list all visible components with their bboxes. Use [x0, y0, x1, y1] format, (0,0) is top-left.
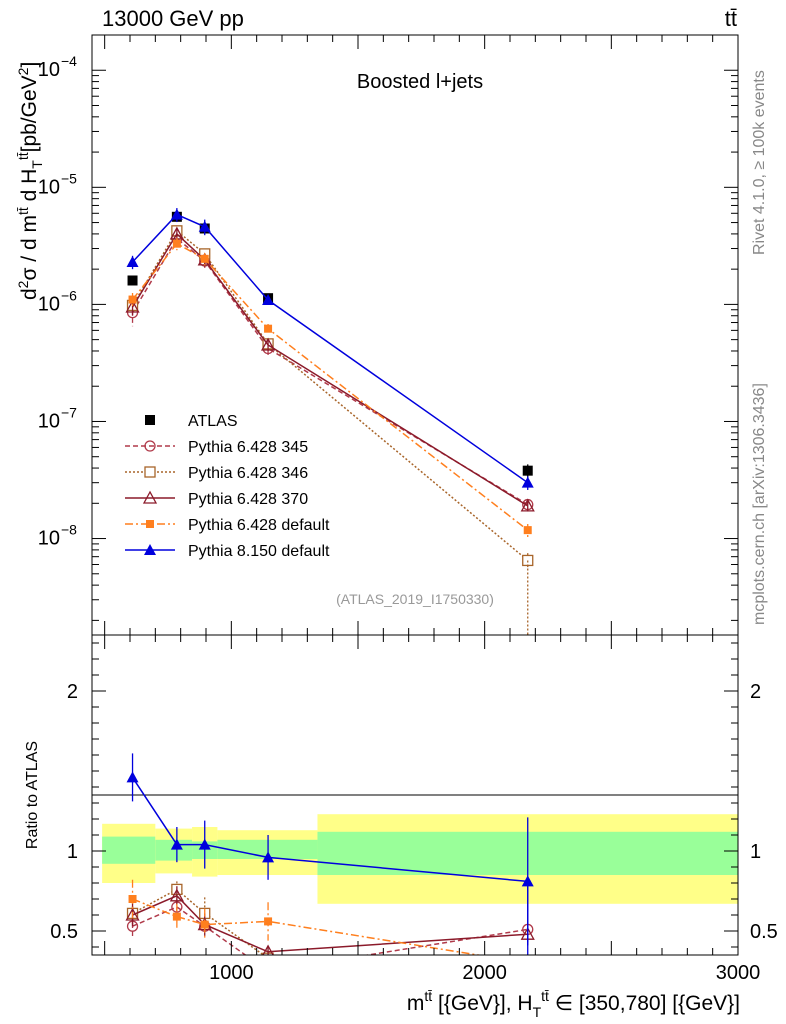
y-tick-exponent: −6	[61, 287, 77, 303]
legend-entry-p345: Pythia 6.428 345	[125, 439, 308, 456]
data-point	[169, 888, 184, 902]
y-tick-label: 10	[38, 410, 60, 432]
ratio-axes: 0.5 0.5 1 1 2 2 1000 2000 3000	[50, 635, 778, 984]
data-point	[523, 526, 532, 535]
ratio-series-clip	[125, 753, 535, 992]
data-point	[127, 275, 138, 286]
series-line	[131, 229, 529, 562]
data-point	[198, 220, 211, 232]
legend-entry-p346: Pythia 6.428 346	[125, 465, 308, 482]
rivet-label: Rivet 4.1.0, ≥ 100k events	[751, 70, 768, 255]
data-point	[200, 920, 209, 929]
series-p6def	[128, 237, 532, 538]
data-point	[260, 337, 276, 351]
legend-label: Pythia 6.428 370	[188, 491, 308, 508]
legend: ATLAS Pythia 6.428 345 Pythia 6.428 346 Pyt…	[125, 413, 330, 560]
legend-entry-p8def: Pythia 8.150 default	[125, 543, 330, 560]
ratio-frame	[91, 634, 739, 956]
main-panel: 10−810−710−610−510−4 Boosted l+jets (ATL…	[15, 34, 739, 636]
y-tick-label: 10	[38, 176, 60, 198]
data-point	[521, 875, 534, 887]
data-point	[172, 912, 181, 921]
legend-entry-p6def: Pythia 6.428 default	[125, 517, 330, 534]
ratio-panel: 0.5 0.5 1 1 2 2 1000 2000 3000 Ratio to ATLAS mt…	[24, 634, 778, 1020]
y-tick-exponent: −8	[61, 522, 77, 538]
x-axis-label: mtt̄ [{GeV}], HTtt̄ ∈ [350,780] [{GeV}]	[407, 988, 740, 1020]
data-point	[524, 959, 532, 967]
main-axes: 10−810−710−610−510−4	[38, 34, 739, 635]
x-tick-label: 2000	[462, 962, 507, 984]
data-point	[144, 440, 156, 452]
ratio-y-tick-label: 1	[67, 841, 78, 863]
ratio-line	[132, 898, 483, 955]
y-tick-exponent: −4	[61, 53, 77, 69]
data-point	[198, 838, 211, 850]
ratio-y-tick-label-right: 0.5	[750, 921, 778, 943]
ratio-line	[132, 894, 528, 953]
data-point	[520, 498, 535, 512]
series-line	[131, 242, 529, 531]
data-point	[264, 917, 273, 926]
uncertainty-bands	[102, 814, 738, 904]
legend-label: Pythia 6.428 346	[188, 465, 308, 482]
analysis-watermark: (ATLAS_2019_I1750330)	[336, 591, 494, 607]
data-point	[128, 295, 137, 304]
y-tick-exponent: −7	[61, 404, 77, 420]
series-p8def	[126, 208, 534, 490]
data-point	[145, 415, 155, 425]
inner-band	[155, 839, 193, 861]
data-point	[170, 838, 183, 850]
data-point	[264, 324, 273, 333]
legend-label: Pythia 6.428 345	[188, 439, 308, 456]
inner-band	[102, 836, 156, 864]
main-series-group	[125, 208, 535, 635]
legend-label: Pythia 8.150 default	[188, 543, 330, 560]
energy-label: 13000 GeV pp	[102, 6, 244, 31]
data-point	[146, 520, 154, 528]
x-tick-label: 1000	[209, 962, 254, 984]
ratio-y-label: Ratio to ATLAS	[24, 741, 41, 849]
data-point	[126, 771, 139, 783]
ratio-y-tick-label: 2	[67, 681, 78, 703]
data-point	[523, 982, 533, 992]
ratio-y-tick-label-right: 1	[750, 841, 761, 863]
data-point	[144, 544, 156, 555]
y-tick-label: 10	[38, 293, 60, 315]
data-point	[262, 294, 275, 306]
y-axis-label: d2σ / d mtt̄ d HTtt̄[pb/GeV2]	[15, 62, 45, 300]
process-label: tt̄	[725, 6, 737, 31]
data-point	[200, 254, 209, 263]
data-point	[172, 239, 181, 248]
x-tick-label: 3000	[716, 962, 761, 984]
ratio-series-p6def	[128, 879, 532, 967]
data-point	[144, 466, 156, 478]
data-point	[263, 966, 273, 976]
y-tick-exponent: −5	[61, 170, 77, 186]
data-point	[128, 895, 137, 903]
data-point	[170, 208, 183, 220]
ratio-y-tick-label-right: 2	[750, 681, 761, 703]
data-point	[522, 465, 533, 476]
data-point	[262, 851, 275, 863]
ratio-line	[132, 888, 265, 955]
y-tick-label: 10	[38, 528, 60, 550]
series-atlas	[127, 211, 533, 478]
ratio-series-group	[125, 753, 535, 992]
source-label: mcplots.cern.ch [arXiv:1306.3436]	[751, 383, 768, 625]
data-point	[142, 490, 158, 504]
data-point	[262, 944, 274, 955]
ratio-y-tick-label: 0.5	[50, 921, 78, 943]
data-point	[126, 256, 139, 268]
data-point	[125, 299, 140, 313]
chart-title: Boosted l+jets	[357, 71, 483, 93]
data-point	[125, 907, 140, 921]
legend-entry-atlas: ATLAS	[145, 413, 238, 430]
legend-entry-p370: Pythia 6.428 370	[125, 490, 308, 508]
y-tick-label: 10	[38, 59, 60, 81]
legend-label: ATLAS	[188, 413, 238, 430]
data-point	[521, 476, 534, 488]
legend-label: Pythia 6.428 default	[188, 517, 330, 534]
